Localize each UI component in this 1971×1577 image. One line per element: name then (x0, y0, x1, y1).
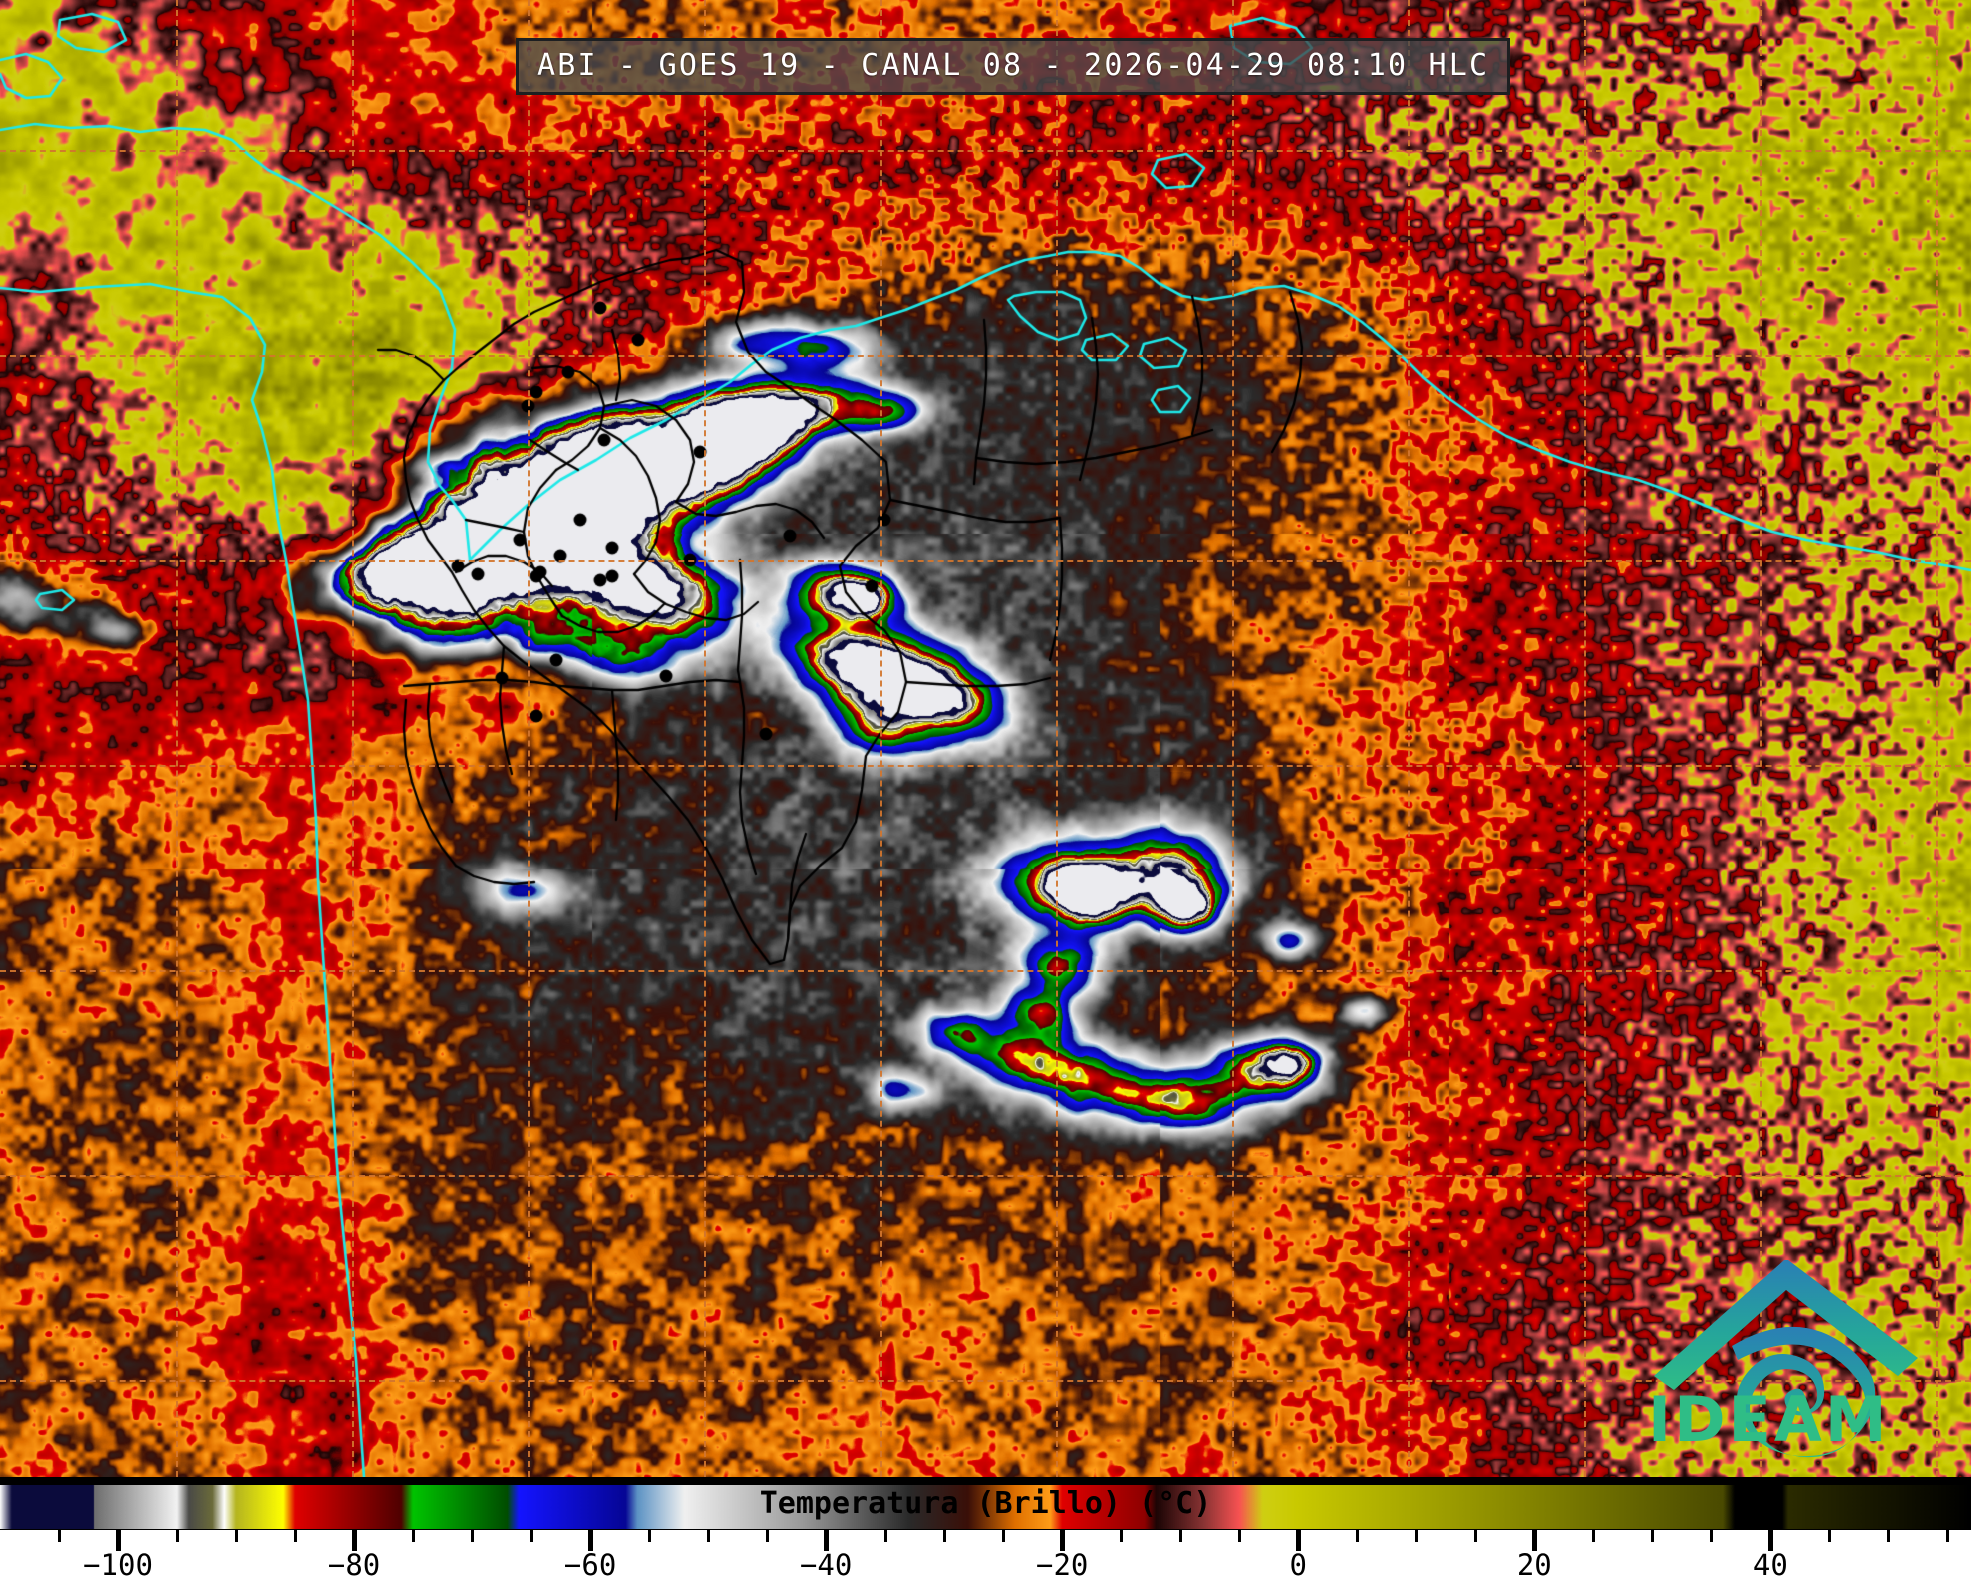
colorbar-major-tick (587, 1530, 593, 1551)
colorbar-major-tick (351, 1530, 357, 1551)
product-title-box: ABI - GOES 19 - CANAL 08 - 2026-04-29 08… (516, 38, 1511, 95)
satellite-image-panel[interactable] (0, 0, 1971, 1477)
colorbar-tick-label: −20 (1036, 1548, 1089, 1577)
colorbar-minor-tick (1414, 1530, 1418, 1542)
colorbar-minor-tick (1119, 1530, 1123, 1542)
colorbar-tick-label: 20 (1516, 1548, 1552, 1577)
colorbar-tick-label: −60 (563, 1548, 617, 1577)
satellite-imagery-canvas[interactable] (0, 0, 1971, 1477)
colorbar-minor-tick (57, 1530, 61, 1542)
colorbar-minor-tick (647, 1530, 651, 1542)
colorbar-tick-label: −40 (799, 1548, 853, 1577)
colorbar-minor-tick (942, 1530, 946, 1542)
colorbar-minor-tick (1827, 1530, 1831, 1542)
colorbar-minor-tick (1650, 1530, 1654, 1542)
colorbar-minor-tick (175, 1530, 179, 1542)
colorbar-major-tick (115, 1530, 121, 1551)
colorbar-minor-tick (1945, 1530, 1949, 1542)
colorbar-minor-tick (293, 1530, 297, 1542)
colorbar-major-tick (1531, 1530, 1537, 1551)
colorbar-tick-label: 40 (1752, 1548, 1788, 1577)
colorbar-major-tick (1059, 1530, 1065, 1551)
colorbar-major-tick (823, 1530, 829, 1551)
colorbar-major-tick (1295, 1530, 1301, 1551)
colorbar-tick-label: 0 (1289, 1548, 1307, 1577)
colorbar-minor-tick (1355, 1530, 1359, 1542)
colorbar-tick-label: −80 (327, 1548, 381, 1577)
colorbar-minor-tick (1001, 1530, 1005, 1542)
colorbar-minor-tick (470, 1530, 474, 1542)
colorbar-minor-tick (529, 1530, 533, 1542)
colorbar-minor-tick (765, 1530, 769, 1542)
colorbar-minor-tick (706, 1530, 710, 1542)
colorbar-major-tick (1767, 1530, 1773, 1551)
colorbar-minor-tick (234, 1530, 238, 1542)
colorbar-minor-tick (1591, 1530, 1595, 1542)
colorbar-minor-tick (883, 1530, 887, 1542)
colorbar-minor-tick (1237, 1530, 1241, 1542)
colorbar-gradient (0, 1485, 1971, 1529)
colorbar-region: −100 −80 −60 −40 −20 0 20 40 (0, 1477, 1971, 1577)
colorbar-minor-tick (1178, 1530, 1182, 1542)
product-title-text: ABI - GOES 19 - CANAL 08 - 2026-04-29 08… (537, 48, 1490, 83)
colorbar-minor-tick (1473, 1530, 1477, 1542)
colorbar-minor-tick (1709, 1530, 1713, 1542)
colorbar-frame (0, 1477, 1971, 1530)
colorbar-minor-tick (411, 1530, 415, 1542)
colorbar-tick-label: −100 (83, 1548, 153, 1577)
colorbar-minor-tick (1886, 1530, 1890, 1542)
